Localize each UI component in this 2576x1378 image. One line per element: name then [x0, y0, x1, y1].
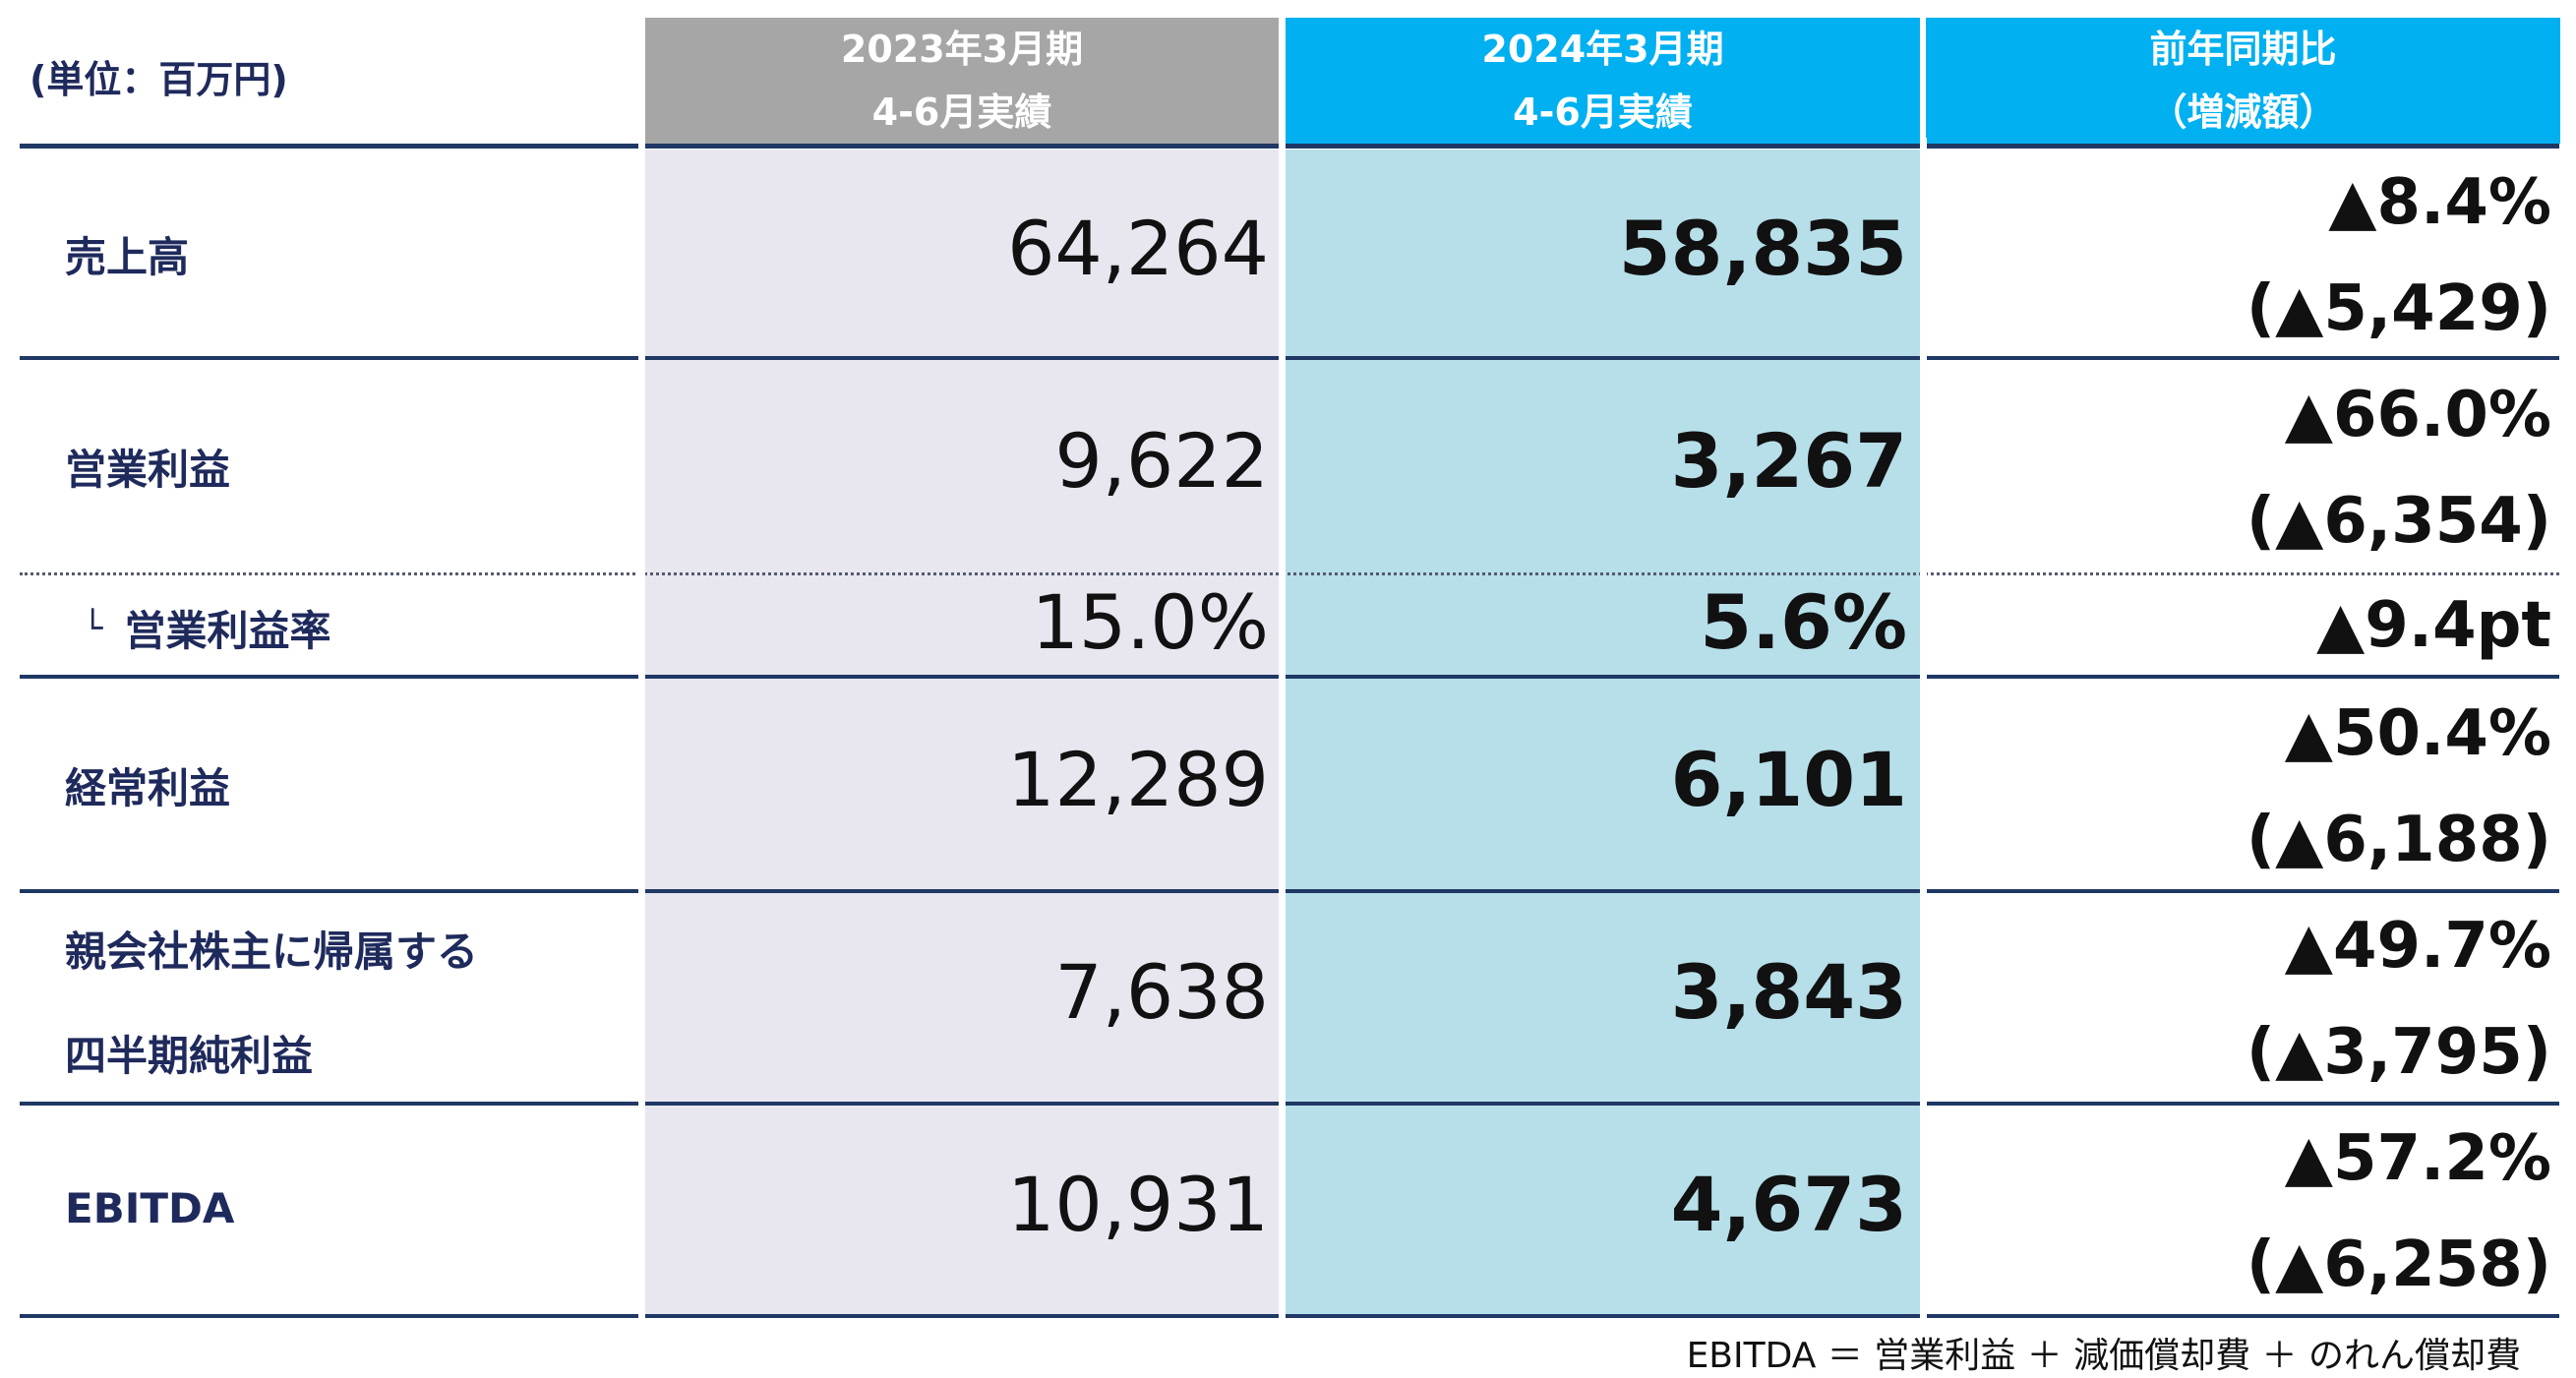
- row-label-sales: 売上高: [65, 233, 190, 281]
- operating-profit-yoy-percent: ▲66.0%: [2284, 379, 2551, 451]
- operating-margin-current-value: 5.6%: [1700, 578, 1907, 666]
- current-column-background: [1286, 150, 1920, 1314]
- sales-prev-value: 64,264: [1007, 205, 1269, 292]
- unit-label: (単位：百万円): [30, 58, 288, 101]
- header-yoy-line1: 前年同期比: [2149, 28, 2337, 71]
- rule-row: [20, 356, 2559, 360]
- ebitda-footnote: EBITDA ＝ 営業利益 ＋ 減価償却費 ＋ のれん償却費: [1686, 1336, 2521, 1376]
- header-curr-line2: 4-6月実績: [1513, 90, 1693, 134]
- header-prev-line1: 2023年3月期: [840, 28, 1084, 71]
- ordinary-profit-prev-value: 12,289: [1007, 736, 1269, 823]
- sales-yoy-amount: (▲5,429): [2246, 272, 2551, 345]
- rule-row: [20, 889, 2559, 893]
- operating-profit-current-value: 3,267: [1670, 417, 1907, 505]
- column-gap: [1920, 138, 1927, 1318]
- header-prev-period: 2023年3月期 4-6月実績: [645, 18, 1279, 144]
- ordinary-profit-yoy-amount: (▲6,188): [2246, 804, 2551, 876]
- sales-current-value: 58,835: [1618, 205, 1907, 292]
- rule-dotted: [20, 572, 2559, 575]
- row-label-operating-margin: └ 営業利益率: [83, 598, 331, 658]
- rule-row: [20, 675, 2559, 679]
- ebitda-yoy-amount: (▲6,258): [2246, 1228, 2551, 1301]
- header-prev-line2: 4-6月実績: [871, 90, 1052, 134]
- prev-column-background: [645, 150, 1279, 1314]
- ordinary-profit-current-value: 6,101: [1670, 736, 1907, 823]
- ebitda-current-value: 4,673: [1670, 1161, 1907, 1248]
- row-label-ebitda: EBITDA: [65, 1184, 235, 1232]
- net-profit-prev-value: 7,638: [1054, 948, 1269, 1036]
- sales-yoy-percent: ▲8.4%: [2328, 166, 2551, 239]
- row-label-net-profit-line1: 親会社株主に帰属する: [65, 928, 479, 976]
- ebitda-prev-value: 10,931: [1007, 1161, 1269, 1248]
- rule-header: [20, 144, 2559, 149]
- sub-item-mark: └: [83, 608, 103, 648]
- net-profit-current-value: 3,843: [1670, 948, 1907, 1036]
- header-yoy-line2: （増減額）: [2149, 90, 2337, 134]
- column-gap: [1279, 138, 1286, 1318]
- header-yoy: 前年同期比 （増減額）: [1926, 18, 2560, 144]
- operating-profit-prev-value: 9,622: [1054, 417, 1269, 505]
- row-label-operating-profit: 営業利益: [65, 446, 231, 494]
- operating-profit-yoy-amount: (▲6,354): [2246, 485, 2551, 558]
- net-profit-yoy-percent: ▲49.7%: [2284, 910, 2551, 983]
- row-label-net-profit-line2: 四半期純利益: [65, 1032, 314, 1080]
- row-label-ordinary-profit: 経常利益: [65, 764, 231, 812]
- operating-margin-label-text: 営業利益率: [124, 607, 331, 655]
- ebitda-yoy-percent: ▲57.2%: [2284, 1122, 2551, 1195]
- net-profit-yoy-amount: (▲3,795): [2246, 1016, 2551, 1089]
- operating-margin-prev-value: 15.0%: [1031, 578, 1269, 666]
- rule-bottom: [20, 1314, 2559, 1318]
- header-curr-line1: 2024年3月期: [1481, 28, 1724, 71]
- column-gap: [638, 138, 645, 1318]
- rule-row: [20, 1102, 2559, 1106]
- header-current-period: 2024年3月期 4-6月実績: [1286, 18, 1920, 144]
- operating-margin-yoy-diff: ▲9.4pt: [2316, 589, 2551, 662]
- ordinary-profit-yoy-percent: ▲50.4%: [2284, 697, 2551, 770]
